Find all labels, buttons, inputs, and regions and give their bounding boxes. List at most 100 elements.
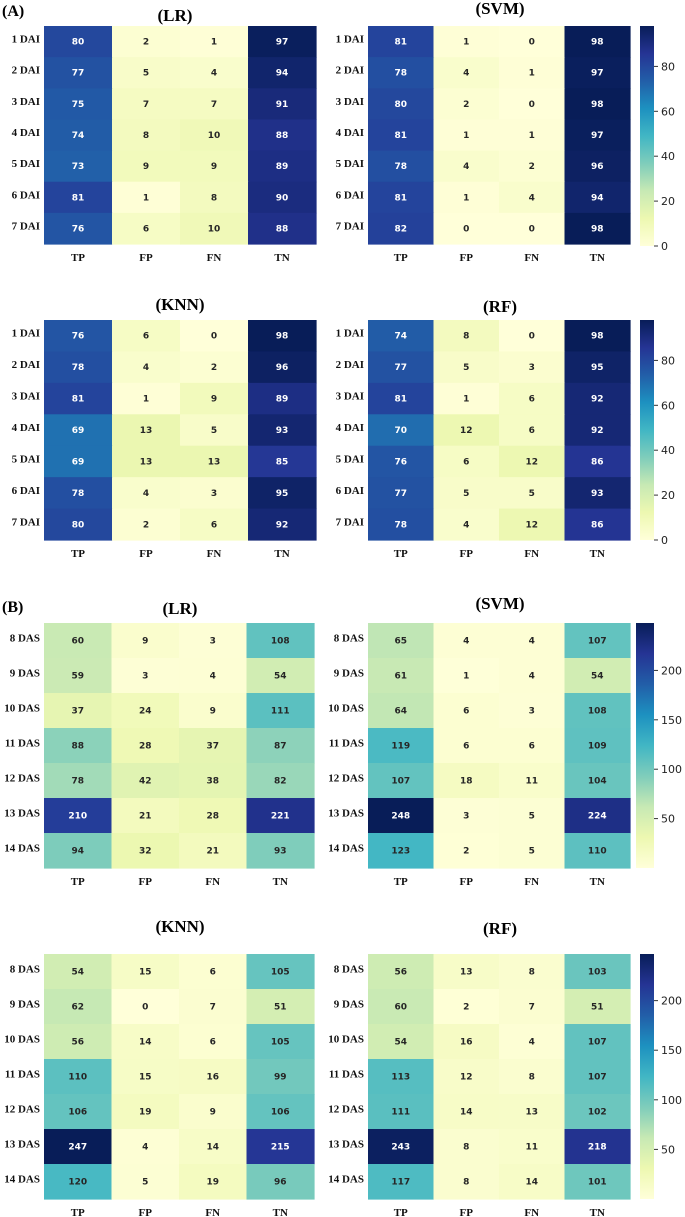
colorbar-tick-label: 80 <box>661 60 675 73</box>
cell-value: 95 <box>591 363 604 373</box>
heatmap-cell <box>112 88 181 121</box>
colorbar-tick-label: 20 <box>661 195 675 208</box>
column-label: TN <box>590 252 605 264</box>
heatmap-cell <box>112 150 181 183</box>
heatmap-cell <box>248 26 317 58</box>
cell-value: 4 <box>529 193 535 203</box>
heatmap-cell <box>111 1059 180 1095</box>
heatmap-cell <box>248 414 317 447</box>
heatmap-cell <box>433 212 500 245</box>
cell-value: 74 <box>72 131 85 141</box>
cell-value: 13 <box>140 426 153 436</box>
heatmap-cell <box>111 989 180 1025</box>
row-label: 3 DAI <box>12 96 40 108</box>
cell-value: 110 <box>588 847 607 857</box>
heatmap-cell <box>433 320 500 353</box>
cell-value: 69 <box>72 426 85 436</box>
heatmap-cell <box>179 693 248 729</box>
cell-value: 111 <box>271 707 290 717</box>
heatmap-cell <box>499 1059 566 1095</box>
column-label: FP <box>460 252 474 264</box>
cell-value: 89 <box>276 162 289 172</box>
column-label: FP <box>139 876 153 888</box>
heatmap-cell <box>433 445 500 478</box>
heatmap-cell <box>499 1094 566 1130</box>
cell-value: 9 <box>142 637 148 647</box>
cell-value: 13 <box>208 457 221 467</box>
cell-value: 62 <box>71 1003 84 1013</box>
cell-value: 111 <box>391 1108 410 1118</box>
cell-value: 110 <box>68 1073 87 1083</box>
heatmap-cell <box>180 414 249 447</box>
cell-value: 28 <box>206 812 219 822</box>
heatmap-cell <box>180 88 249 121</box>
heatmap-cell <box>180 212 249 245</box>
row-label: 14 DAS <box>4 843 40 855</box>
cell-value: 4 <box>463 520 469 530</box>
cell-value: 78 <box>72 363 85 373</box>
heatmap-cell <box>111 954 180 990</box>
cell-value: 89 <box>276 395 289 405</box>
cell-value: 0 <box>211 332 217 342</box>
heatmap-cell <box>246 1094 315 1130</box>
column-label: FP <box>460 876 474 888</box>
cell-value: 14 <box>525 1178 538 1188</box>
heatmap-cell <box>499 1164 566 1200</box>
heatmap-cell <box>44 1059 113 1095</box>
heatmap-cell <box>44 954 113 990</box>
heatmap-cell <box>368 954 435 990</box>
cell-value: 8 <box>211 193 217 203</box>
cell-value: 76 <box>72 224 85 234</box>
cell-value: 18 <box>460 777 473 787</box>
heatmap-cell <box>44 119 113 152</box>
colorbar-tick-label: 200 <box>661 995 682 1008</box>
heatmap-cell <box>564 833 631 869</box>
heatmap-cell <box>111 728 180 764</box>
row-label: 4 DAI <box>12 127 40 139</box>
heatmap-cell <box>179 658 248 694</box>
cell-value: 5 <box>529 847 535 857</box>
heatmap-cell <box>564 414 631 447</box>
row-label: 2 DAI <box>12 359 40 371</box>
cell-value: 6 <box>463 707 469 717</box>
heatmap-cell <box>564 351 631 384</box>
cell-value: 107 <box>588 1038 607 1048</box>
heatmap-cell <box>499 763 566 799</box>
heatmap-title: (LR) <box>163 599 198 618</box>
row-label: 5 DAI <box>12 453 40 465</box>
heatmap-cell <box>248 181 317 214</box>
heatmap-cell <box>44 508 113 541</box>
row-label: 9 DAS <box>334 999 364 1011</box>
heatmap-cell <box>44 26 113 58</box>
row-label: 2 DAI <box>336 65 364 77</box>
heatmap-cell <box>111 798 180 834</box>
heatmap-cell <box>499 658 566 694</box>
cell-value: 74 <box>394 332 407 342</box>
heatmap-cell <box>499 351 566 384</box>
heatmap-cell <box>433 623 500 659</box>
heatmap-cell <box>433 88 500 121</box>
heatmap-title: (KNN) <box>155 917 204 936</box>
cell-value: 107 <box>588 1073 607 1083</box>
heatmap-cell <box>44 212 113 245</box>
cell-value: 2 <box>463 1003 469 1013</box>
cell-value: 14 <box>460 1108 473 1118</box>
heatmap-b-svm: (SVM) 65 4 4 107 61 1 4 54 64 6 3 108 119 6 6 109 107 18 11… <box>328 594 682 888</box>
cell-value: 107 <box>391 777 410 787</box>
cell-value: 6 <box>529 395 535 405</box>
row-label: 11 DAS <box>5 738 40 750</box>
cell-value: 3 <box>142 672 148 682</box>
cell-value: 51 <box>274 1003 287 1013</box>
cell-value: 4 <box>529 1038 535 1048</box>
heatmap-cell <box>499 181 566 214</box>
colorbar-gradient <box>636 623 654 868</box>
cell-value: 28 <box>139 742 152 752</box>
heatmap-cell <box>180 382 249 415</box>
cell-value: 109 <box>588 742 607 752</box>
cell-value: 87 <box>274 742 287 752</box>
cell-value: 106 <box>271 1108 290 1118</box>
heatmap-cell <box>44 1164 113 1200</box>
cell-value: 78 <box>394 69 407 79</box>
